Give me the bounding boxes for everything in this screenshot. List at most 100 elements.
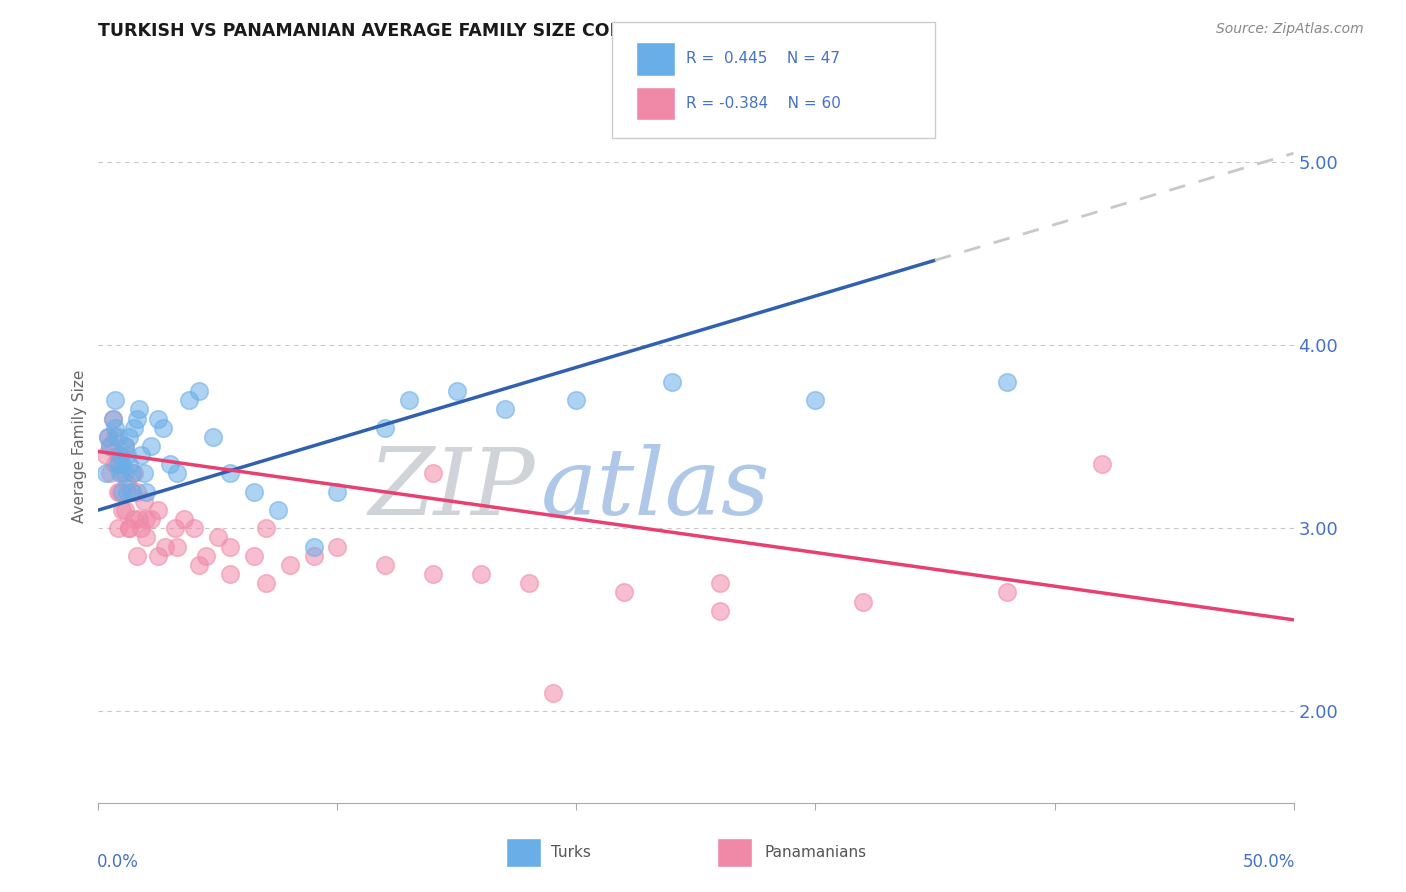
Point bbox=[118, 430, 141, 444]
Point bbox=[709, 576, 731, 591]
Point bbox=[254, 576, 277, 591]
Point bbox=[115, 448, 138, 462]
Text: atlas: atlas bbox=[540, 444, 770, 533]
Point bbox=[124, 467, 146, 481]
Point bbox=[121, 467, 143, 481]
Point bbox=[139, 512, 162, 526]
Point bbox=[254, 521, 277, 535]
Point bbox=[517, 576, 540, 591]
Point bbox=[446, 384, 468, 398]
Point bbox=[194, 549, 218, 563]
Point bbox=[124, 420, 146, 434]
Point bbox=[135, 484, 157, 499]
Point bbox=[94, 467, 117, 481]
Point bbox=[121, 484, 143, 499]
Point bbox=[565, 393, 588, 408]
Text: R = -0.384    N = 60: R = -0.384 N = 60 bbox=[686, 96, 841, 111]
Point bbox=[128, 512, 150, 526]
Point bbox=[101, 411, 124, 425]
Point bbox=[114, 439, 136, 453]
Point bbox=[135, 512, 157, 526]
Point bbox=[219, 540, 242, 554]
Point bbox=[107, 521, 129, 535]
Text: Turks: Turks bbox=[551, 846, 591, 860]
Point bbox=[131, 521, 153, 535]
Point bbox=[278, 558, 301, 572]
Point bbox=[132, 494, 155, 508]
Point bbox=[1091, 458, 1114, 472]
Point bbox=[108, 467, 131, 481]
Point bbox=[995, 585, 1018, 599]
Point bbox=[107, 484, 129, 499]
Point bbox=[114, 467, 136, 481]
Point bbox=[125, 484, 148, 499]
Point bbox=[207, 531, 229, 545]
Point bbox=[114, 439, 136, 453]
Text: Panamanians: Panamanians bbox=[765, 846, 868, 860]
Point bbox=[115, 484, 138, 499]
Point bbox=[219, 467, 242, 481]
Text: Source: ZipAtlas.com: Source: ZipAtlas.com bbox=[1216, 22, 1364, 37]
Point bbox=[131, 448, 153, 462]
Point bbox=[166, 540, 188, 554]
Point bbox=[163, 521, 186, 535]
Point bbox=[125, 549, 148, 563]
Point bbox=[94, 448, 117, 462]
Point bbox=[111, 467, 134, 481]
Point bbox=[179, 393, 201, 408]
Point bbox=[852, 594, 875, 608]
Point bbox=[107, 430, 129, 444]
Point bbox=[118, 458, 141, 472]
Point bbox=[243, 549, 266, 563]
Point bbox=[108, 484, 131, 499]
Point bbox=[111, 503, 134, 517]
Point bbox=[114, 503, 136, 517]
Point bbox=[243, 484, 266, 499]
Point bbox=[155, 540, 177, 554]
Point bbox=[709, 604, 731, 618]
Point bbox=[148, 503, 170, 517]
Point bbox=[183, 521, 205, 535]
Point bbox=[152, 420, 174, 434]
Point bbox=[101, 411, 124, 425]
Point bbox=[121, 484, 143, 499]
Point bbox=[494, 402, 516, 417]
Point bbox=[132, 467, 155, 481]
Point bbox=[302, 540, 325, 554]
Point bbox=[202, 430, 225, 444]
Point bbox=[125, 411, 148, 425]
Point bbox=[804, 393, 827, 408]
Point bbox=[107, 448, 129, 462]
Point bbox=[374, 420, 396, 434]
Point bbox=[104, 430, 127, 444]
Point bbox=[470, 567, 492, 582]
Point bbox=[98, 439, 122, 453]
Point bbox=[118, 521, 141, 535]
Point bbox=[108, 448, 131, 462]
Point bbox=[166, 467, 188, 481]
Point bbox=[613, 585, 636, 599]
Point bbox=[995, 375, 1018, 389]
Point bbox=[187, 558, 209, 572]
Point bbox=[104, 420, 127, 434]
Point bbox=[541, 686, 564, 700]
Point bbox=[302, 549, 325, 563]
Point bbox=[139, 439, 162, 453]
Point bbox=[108, 458, 131, 472]
Point bbox=[97, 430, 120, 444]
Point bbox=[115, 475, 138, 490]
Point bbox=[107, 458, 129, 472]
Text: 50.0%: 50.0% bbox=[1243, 853, 1295, 871]
Point bbox=[326, 540, 349, 554]
Point bbox=[135, 531, 157, 545]
Point bbox=[159, 458, 181, 472]
Point bbox=[98, 467, 122, 481]
Text: TURKISH VS PANAMANIAN AVERAGE FAMILY SIZE CORRELATION CHART: TURKISH VS PANAMANIAN AVERAGE FAMILY SIZ… bbox=[98, 22, 792, 40]
Point bbox=[187, 384, 209, 398]
Point bbox=[104, 458, 127, 472]
Point bbox=[422, 467, 444, 481]
Point bbox=[148, 411, 170, 425]
Point bbox=[267, 503, 290, 517]
Point bbox=[374, 558, 396, 572]
Point bbox=[326, 484, 349, 499]
